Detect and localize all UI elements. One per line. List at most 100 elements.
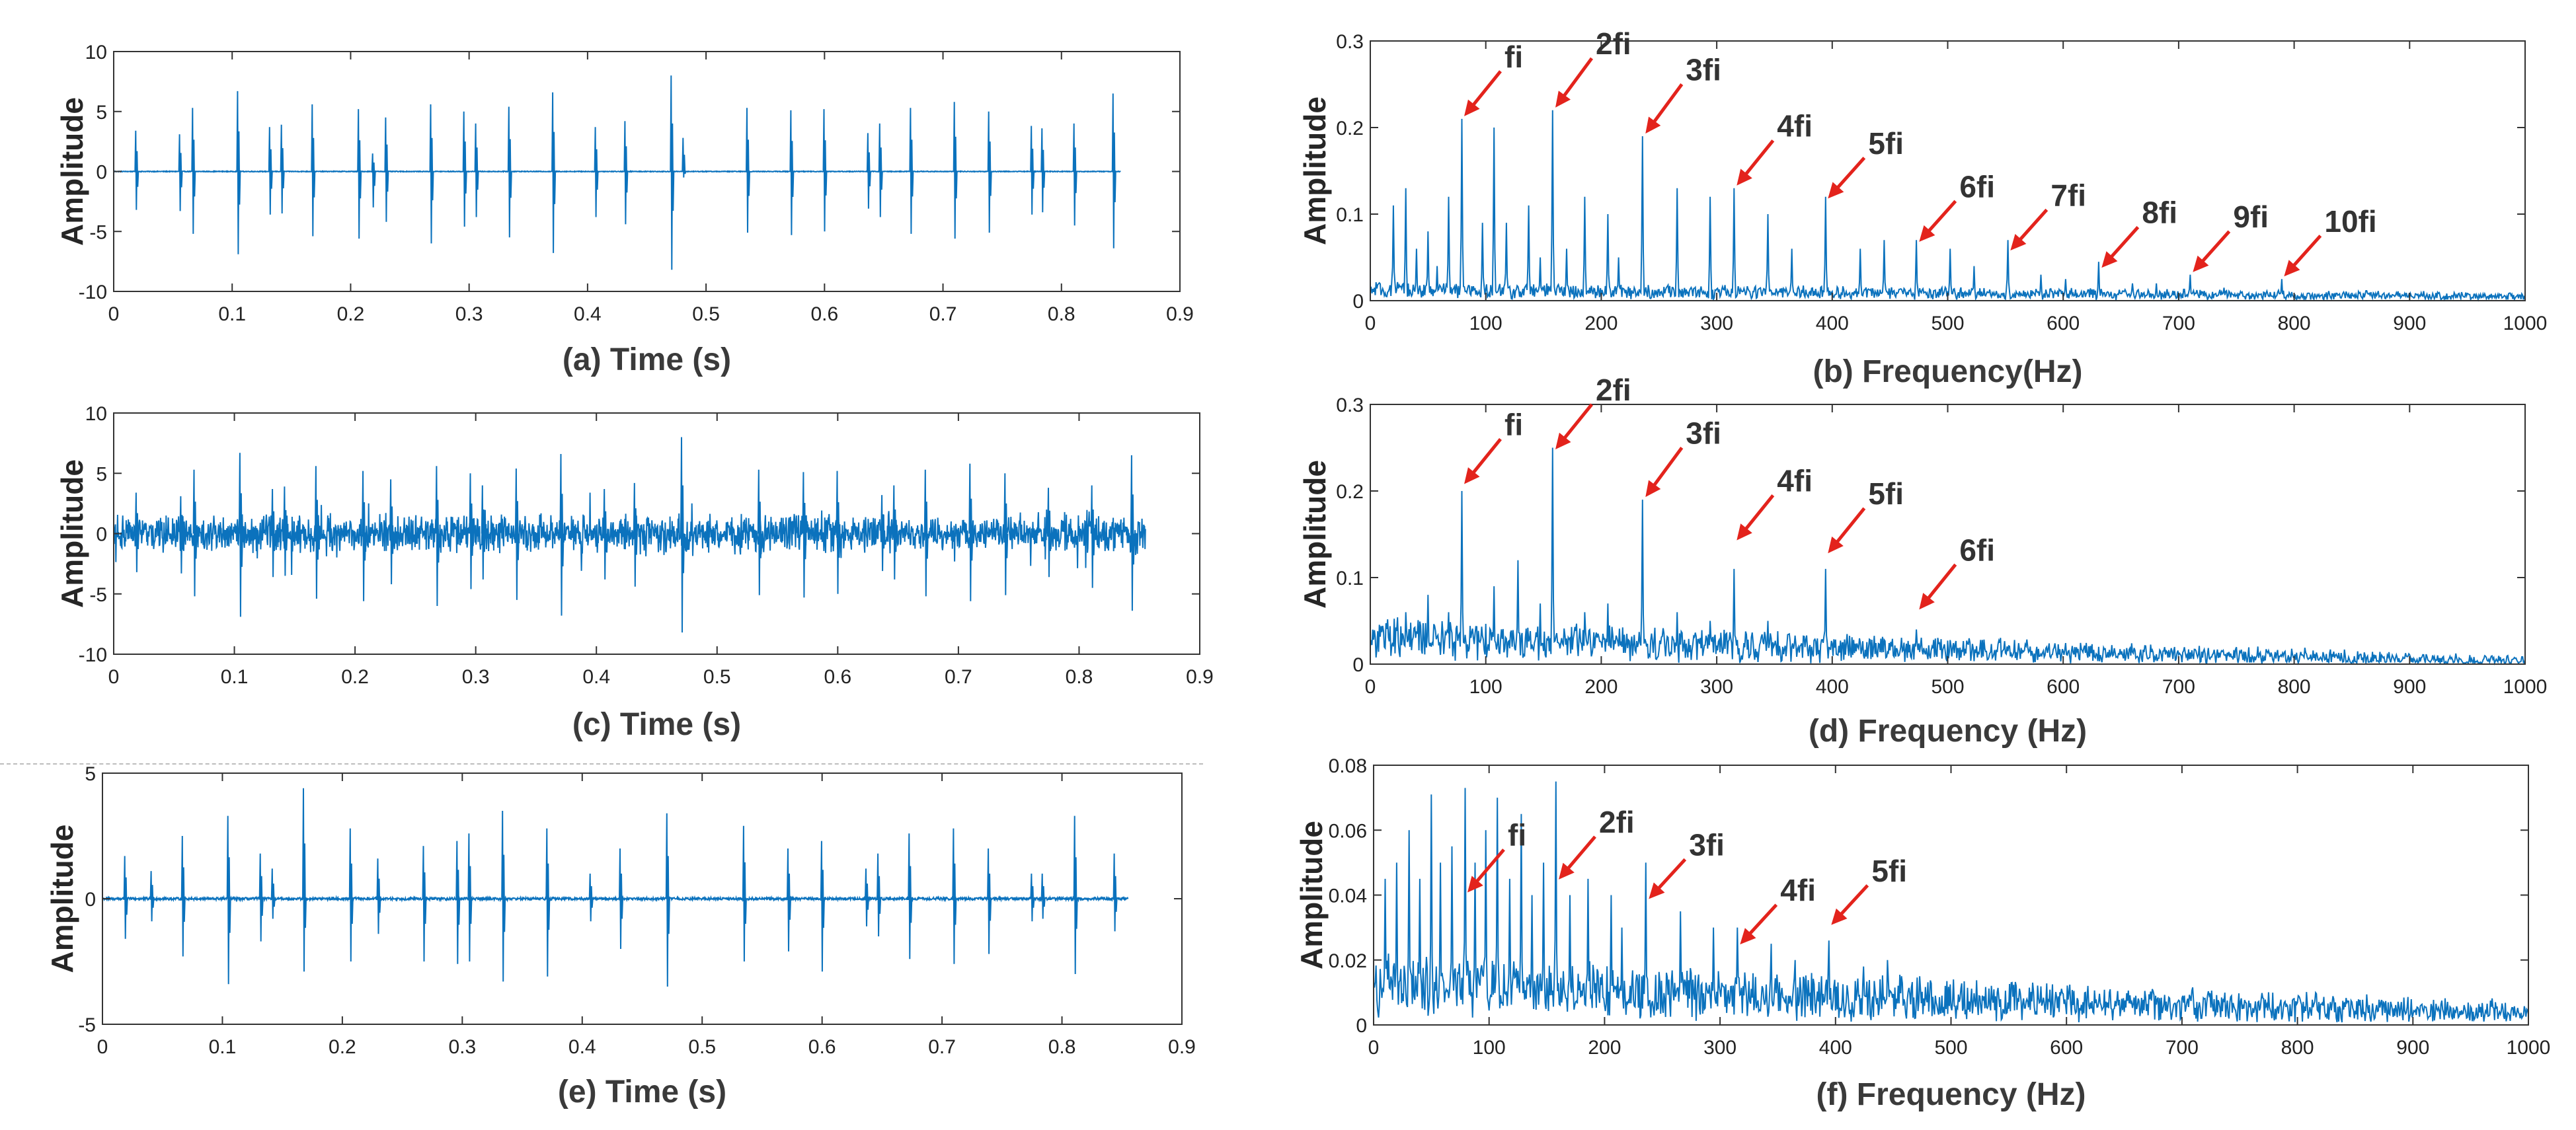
impulse-11 (467, 833, 473, 962)
y-tick-label: 0 (96, 162, 107, 184)
x-tick-label: 0.3 (462, 666, 490, 688)
harmonic-arrow-9fi (2193, 230, 2231, 272)
x-tick-label: 100 (1469, 676, 1503, 698)
x-tick-label: 400 (1816, 313, 1849, 334)
x-tick-label: 700 (2166, 1037, 2199, 1059)
x-tick-label: 900 (2396, 1037, 2429, 1059)
harmonic-label: 9fi (2233, 200, 2269, 234)
y-tick-label: 0.08 (1329, 755, 1367, 777)
impulse-5 (283, 486, 288, 576)
x-tick-label: 800 (2281, 1037, 2314, 1059)
impulse-4 (258, 853, 264, 942)
x-tick-label: 0.2 (341, 666, 369, 688)
y-axis-label: Amplitude (45, 825, 79, 973)
x-tick-label: 0.4 (582, 666, 610, 688)
impulse-8 (376, 858, 381, 934)
impulse-24 (987, 848, 992, 954)
x-tick-label: 0.8 (1066, 666, 1093, 688)
harmonic-label: 8fi (2142, 196, 2177, 230)
harmonic-label: 5fi (1868, 476, 1904, 511)
chart-f: 0 100 200 300 400 500 600 700 800 900 1000 0.08 0.06… (1294, 755, 2550, 1112)
x-tick-label: 0.2 (329, 1036, 356, 1058)
y-tick-label: 0.06 (1329, 820, 1367, 842)
impulse-27 (1030, 126, 1035, 215)
x-tick-label: 300 (1703, 1037, 1737, 1059)
impulse-13 (545, 828, 551, 977)
impulse-7 (362, 471, 367, 601)
impulse-3 (238, 453, 243, 617)
x-tick-label: 600 (2047, 313, 2080, 334)
impulse-24 (1003, 473, 1009, 595)
x-tick-label: 600 (2050, 1037, 2083, 1059)
impulse-10 (455, 841, 461, 964)
impulse-6 (311, 104, 316, 237)
impulse-21 (877, 853, 882, 937)
impulse-16 (665, 813, 670, 987)
y-tick-label: 0.1 (1336, 568, 1364, 589)
signal-trace (113, 170, 1121, 173)
impulse-1 (178, 134, 183, 211)
x-tick-label: 0 (108, 303, 120, 325)
harmonic-label: 3fi (1686, 416, 1721, 451)
impulse-15 (619, 848, 623, 950)
x-tick-label: 0.6 (824, 666, 851, 688)
harmonic-label: 10fi (2324, 204, 2376, 239)
x-tick-label: 0.8 (1048, 1036, 1076, 1058)
impulse-28 (1112, 853, 1118, 932)
x-tick-label: 0.5 (692, 303, 720, 325)
impulse-30 (1111, 93, 1116, 248)
harmonic-arrow-fi (1464, 437, 1502, 484)
y-axis-label: Amplitude (55, 97, 89, 246)
arrow-shaft (2290, 235, 2322, 270)
y-tick-label: 0.2 (1336, 481, 1364, 503)
spectrum-trace (1370, 110, 2526, 302)
axes-frame (1370, 404, 2526, 665)
y-tick-label: 5 (96, 102, 107, 124)
harmonic-label: 3fi (1689, 827, 1725, 862)
y-tick-label: 0 (1356, 1015, 1367, 1037)
x-tick-label: 0.7 (929, 303, 957, 325)
impulse-13 (559, 453, 565, 616)
arrow-shaft (1560, 57, 1594, 100)
x-tick-label: 400 (1816, 676, 1849, 698)
impulse-26 (987, 111, 992, 233)
x-tick-label: 0.8 (1048, 303, 1075, 325)
impulse-7 (357, 109, 362, 239)
impulse-17 (757, 469, 762, 595)
impulse-0 (123, 856, 128, 939)
x-tick-label: 800 (2278, 313, 2311, 334)
harmonic-arrow-4fi (1737, 494, 1775, 541)
panel-separator (0, 763, 1203, 765)
impulse-27 (1130, 455, 1135, 611)
x-axis-label: (c) Time (s) (572, 707, 741, 742)
x-tick-label: 300 (1700, 676, 1733, 698)
y-tick-label: 5 (96, 463, 107, 485)
impulse-3 (236, 91, 241, 254)
y-axis-label: Amplitude (55, 459, 89, 608)
harmonic-arrow-8fi (2101, 225, 2140, 268)
x-tick-label: 0.5 (688, 1036, 716, 1058)
arrow-shaft (1833, 507, 1866, 546)
x-tick-label: 0.1 (218, 303, 246, 325)
x-tick-label: 0.9 (1186, 666, 1214, 688)
impulse-12 (501, 810, 506, 982)
y-tick-label: 0.3 (1336, 31, 1364, 53)
impulse-0 (134, 130, 139, 210)
impulse-22 (866, 133, 871, 209)
x-tick-label: 500 (1934, 1037, 1967, 1059)
arrow-shaft (1924, 563, 1957, 603)
arrow-head (1740, 928, 1756, 945)
arrow-shaft (1650, 83, 1684, 126)
arrow-head (1559, 862, 1575, 880)
x-axis-label: (d) Frequency (Hz) (1809, 714, 2087, 749)
harmonic-label: fi (1504, 40, 1523, 74)
impulse-20 (789, 110, 795, 235)
arrow-head (1831, 908, 1848, 925)
harmonic-label: 4fi (1777, 109, 1813, 143)
y-tick-label: 0 (1352, 654, 1364, 676)
arrow-shaft (1655, 858, 1687, 893)
y-tick-label: -5 (78, 1014, 96, 1036)
impulse-16 (623, 121, 629, 225)
x-tick-label: 0.2 (337, 303, 365, 325)
